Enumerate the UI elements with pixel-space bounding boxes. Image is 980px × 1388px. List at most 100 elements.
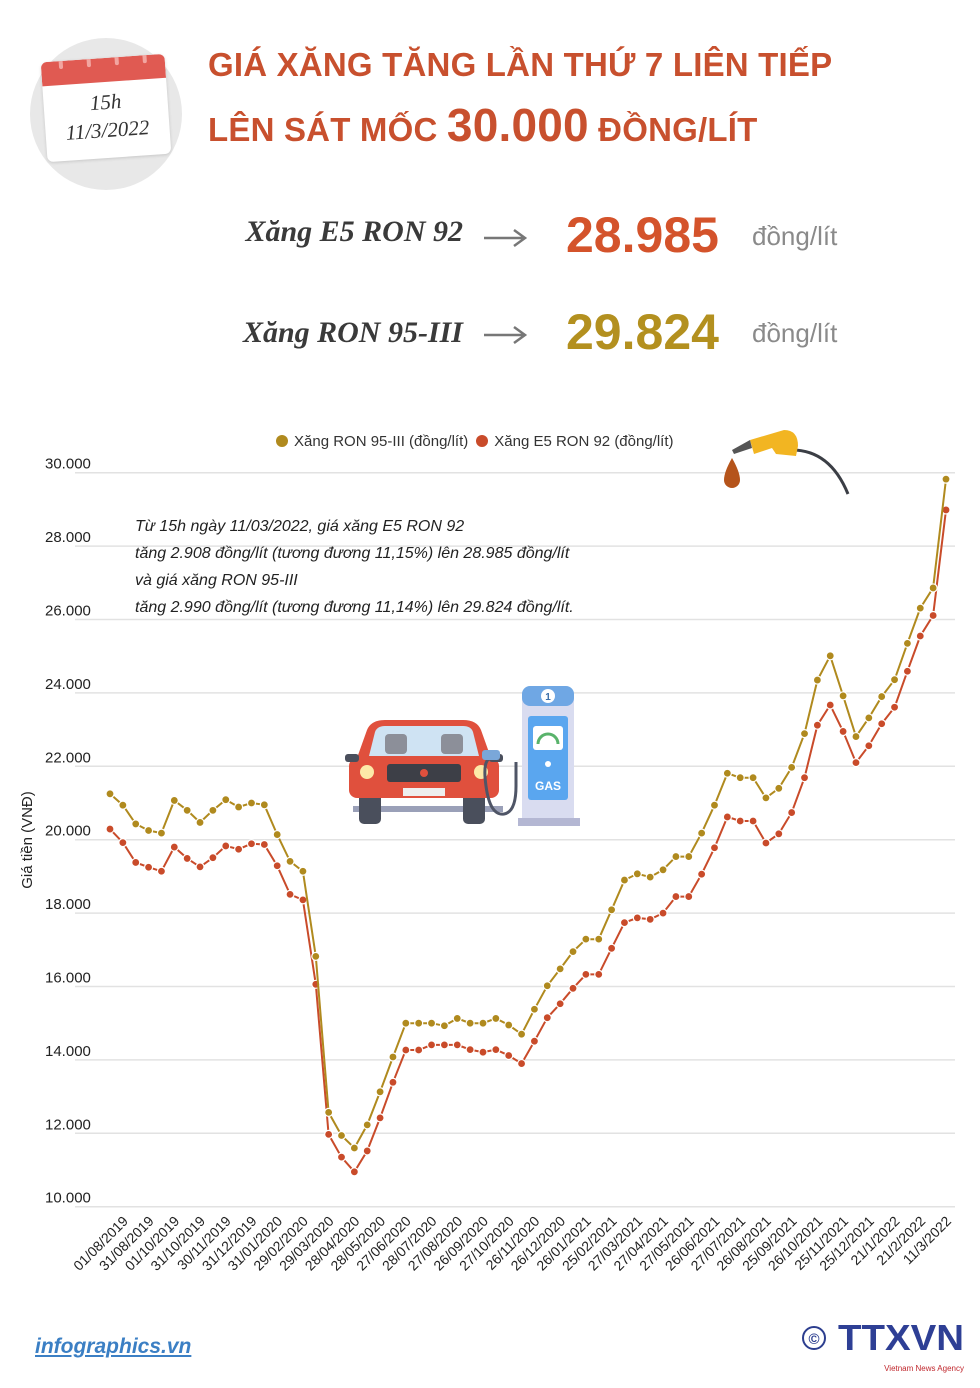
data-point: [426, 1040, 437, 1050]
data-point: [555, 964, 565, 974]
data-point: [401, 1045, 411, 1055]
data-point: [851, 758, 861, 768]
y-tick-label: 26.000: [45, 603, 91, 620]
pump-label: GAS: [535, 779, 561, 793]
data-point: [105, 789, 115, 799]
data-point: [182, 853, 192, 864]
calendar-icon: 15h 11/3/2022: [40, 53, 172, 163]
data-point: [787, 762, 797, 773]
data-point: [594, 934, 604, 944]
data-point: [234, 844, 244, 854]
price-unit-e5: đồng/lít: [752, 221, 838, 251]
data-point: [426, 1018, 437, 1028]
data-point: [388, 1052, 398, 1062]
data-point: [349, 1167, 359, 1177]
data-point: [619, 875, 630, 885]
data-point: [722, 812, 732, 822]
fuel-name-ron95: Xăng RON 95-III: [242, 316, 463, 349]
data-point: [504, 1050, 514, 1061]
data-point: [684, 851, 694, 862]
data-point: [645, 872, 655, 882]
data-point: [452, 1013, 462, 1024]
data-point: [889, 675, 900, 685]
data-point: [568, 947, 578, 957]
data-point: [915, 603, 925, 613]
data-point: [851, 731, 861, 742]
headline-line-1: GIÁ XĂNG TĂNG LẦN THỨ 7 LIÊN TIẾP: [208, 46, 833, 83]
data-point: [336, 1152, 347, 1162]
data-point: [761, 838, 771, 848]
data-point: [246, 839, 257, 849]
headline-line-2: LÊN SÁT MỐC 30.000 ĐỒNG/LÍT: [208, 98, 757, 152]
data-point: [902, 666, 913, 676]
data-point: [799, 773, 810, 783]
data-point: [221, 841, 231, 851]
data-point: [504, 1020, 514, 1030]
data-point: [272, 829, 282, 840]
legend-item-e5: Xăng E5 RON 92 (đồng/lít): [476, 433, 674, 450]
ttxvn-logo: © TTXVN Vietnam News Agency: [800, 1316, 970, 1381]
data-point: [928, 583, 938, 593]
data-point: [902, 638, 913, 648]
annotation-line: và giá xăng RON 95-III: [135, 572, 298, 589]
data-point: [516, 1029, 527, 1039]
data-point: [864, 713, 874, 723]
data-point: [272, 861, 282, 871]
data-point: [259, 839, 269, 850]
data-point: [414, 1045, 424, 1055]
y-tick-label: 14.000: [45, 1043, 91, 1060]
data-point: [131, 857, 141, 868]
data-point: [118, 800, 128, 810]
data-point: [709, 800, 720, 810]
data-point: [606, 943, 617, 953]
y-tick-label: 18.000: [45, 896, 91, 913]
data-point: [182, 805, 192, 815]
data-point: [285, 889, 295, 899]
data-point: [671, 851, 681, 862]
data-point: [478, 1018, 488, 1028]
data-point: [581, 934, 591, 944]
data-point: [928, 610, 938, 621]
agency-name: TTXVN: [838, 1317, 964, 1358]
legend-label: Xăng RON 95-III (đồng/lít): [294, 433, 469, 450]
data-point: [452, 1040, 462, 1050]
data-point: [684, 891, 694, 902]
headline-prefix: LÊN SÁT MỐC: [208, 111, 447, 148]
y-tick-label: 24.000: [45, 676, 91, 693]
chart-annotation: Từ 15h ngày 11/03/2022, giá xăng E5 RON …: [135, 513, 574, 621]
site-link[interactable]: infographics.vn: [35, 1335, 192, 1358]
arrow-right-icon: [484, 228, 528, 248]
data-point: [838, 691, 848, 701]
data-point: [143, 862, 154, 872]
data-point: [298, 866, 308, 876]
data-point: [941, 474, 951, 484]
data-point: [439, 1040, 449, 1050]
data-point: [143, 825, 154, 836]
release-date: 11/3/2022: [64, 115, 151, 145]
data-point: [606, 905, 617, 915]
headline-suffix: ĐỒNG/LÍT: [588, 111, 758, 148]
data-point: [658, 865, 668, 875]
data-point: [825, 651, 835, 661]
legend-dot-icon: [276, 435, 288, 447]
y-tick-label: 10.000: [45, 1190, 91, 1207]
fuel-nozzle-icon: [724, 430, 850, 495]
data-point: [324, 1129, 334, 1140]
data-point: [246, 798, 257, 808]
data-point: [259, 800, 269, 810]
data-point: [915, 631, 925, 641]
annotation-line: tăng 2.990 đồng/lít (tương đương 11,14%)…: [135, 599, 574, 616]
data-point: [864, 741, 874, 751]
data-point: [761, 793, 771, 803]
data-point: [799, 729, 810, 739]
data-point: [877, 691, 887, 702]
car-illustration: [345, 720, 503, 824]
copyright-symbol: ©: [808, 1331, 819, 1348]
data-point: [774, 783, 784, 793]
y-tick-label: 22.000: [45, 749, 91, 766]
data-point: [619, 918, 630, 928]
data-point: [542, 1013, 552, 1023]
data-point: [697, 828, 707, 838]
gas-pump-illustration: 1 GAS: [482, 686, 580, 826]
